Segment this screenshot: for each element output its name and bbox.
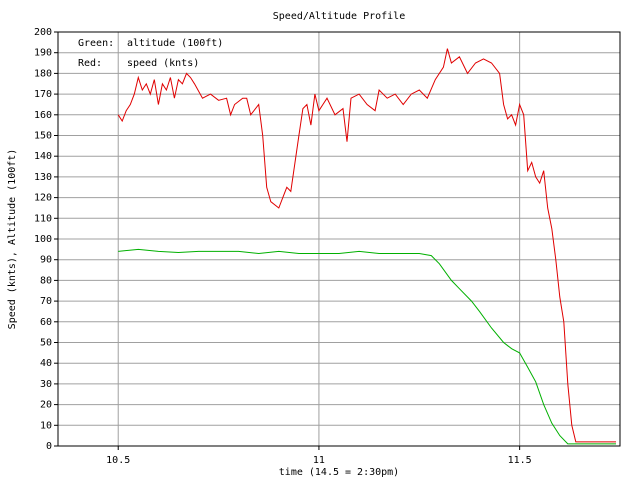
y-tick-label: 100 [34,234,52,245]
x-tick-label: 11 [313,455,325,466]
y-tick-label: 150 [34,131,52,142]
y-tick-label: 30 [40,379,52,390]
series-line [117,48,616,443]
y-tick-label: 90 [40,255,52,266]
legend-key: Green: [78,38,114,49]
y-tick-label: 170 [34,89,52,100]
chart-title: Speed/Altitude Profile [273,11,405,22]
y-tick-label: 120 [34,193,52,204]
y-tick-label: 20 [40,400,52,411]
y-tick-label: 200 [34,27,52,38]
x-tick-label: 10.5 [106,455,130,466]
y-tick-label: 0 [46,441,52,452]
plot-frame [57,31,621,447]
y-tick-label: 110 [34,213,52,224]
y-tick-label: 50 [40,338,52,349]
y-axis-label: Speed (knts), Altitude (100ft) [7,149,18,330]
series-line [118,248,616,445]
legend-label: speed (knts) [127,58,199,69]
y-tick-label: 190 [34,48,52,59]
y-tick-label: 40 [40,358,52,369]
y-tick-label: 160 [34,110,52,121]
legend-key: Red: [78,58,102,69]
y-tick-label: 70 [40,296,52,307]
x-axis-label: time (14.5 = 2:30pm) [279,467,399,478]
y-tick-label: 140 [34,151,52,162]
legend-label: altitude (100ft) [127,38,223,49]
x-tick-label: 11.5 [508,455,532,466]
y-tick-label: 80 [40,275,52,286]
y-tick-label: 130 [34,172,52,183]
y-tick-label: 10 [40,420,52,431]
y-tick-label: 60 [40,317,52,328]
y-tick-label: 180 [34,68,52,79]
